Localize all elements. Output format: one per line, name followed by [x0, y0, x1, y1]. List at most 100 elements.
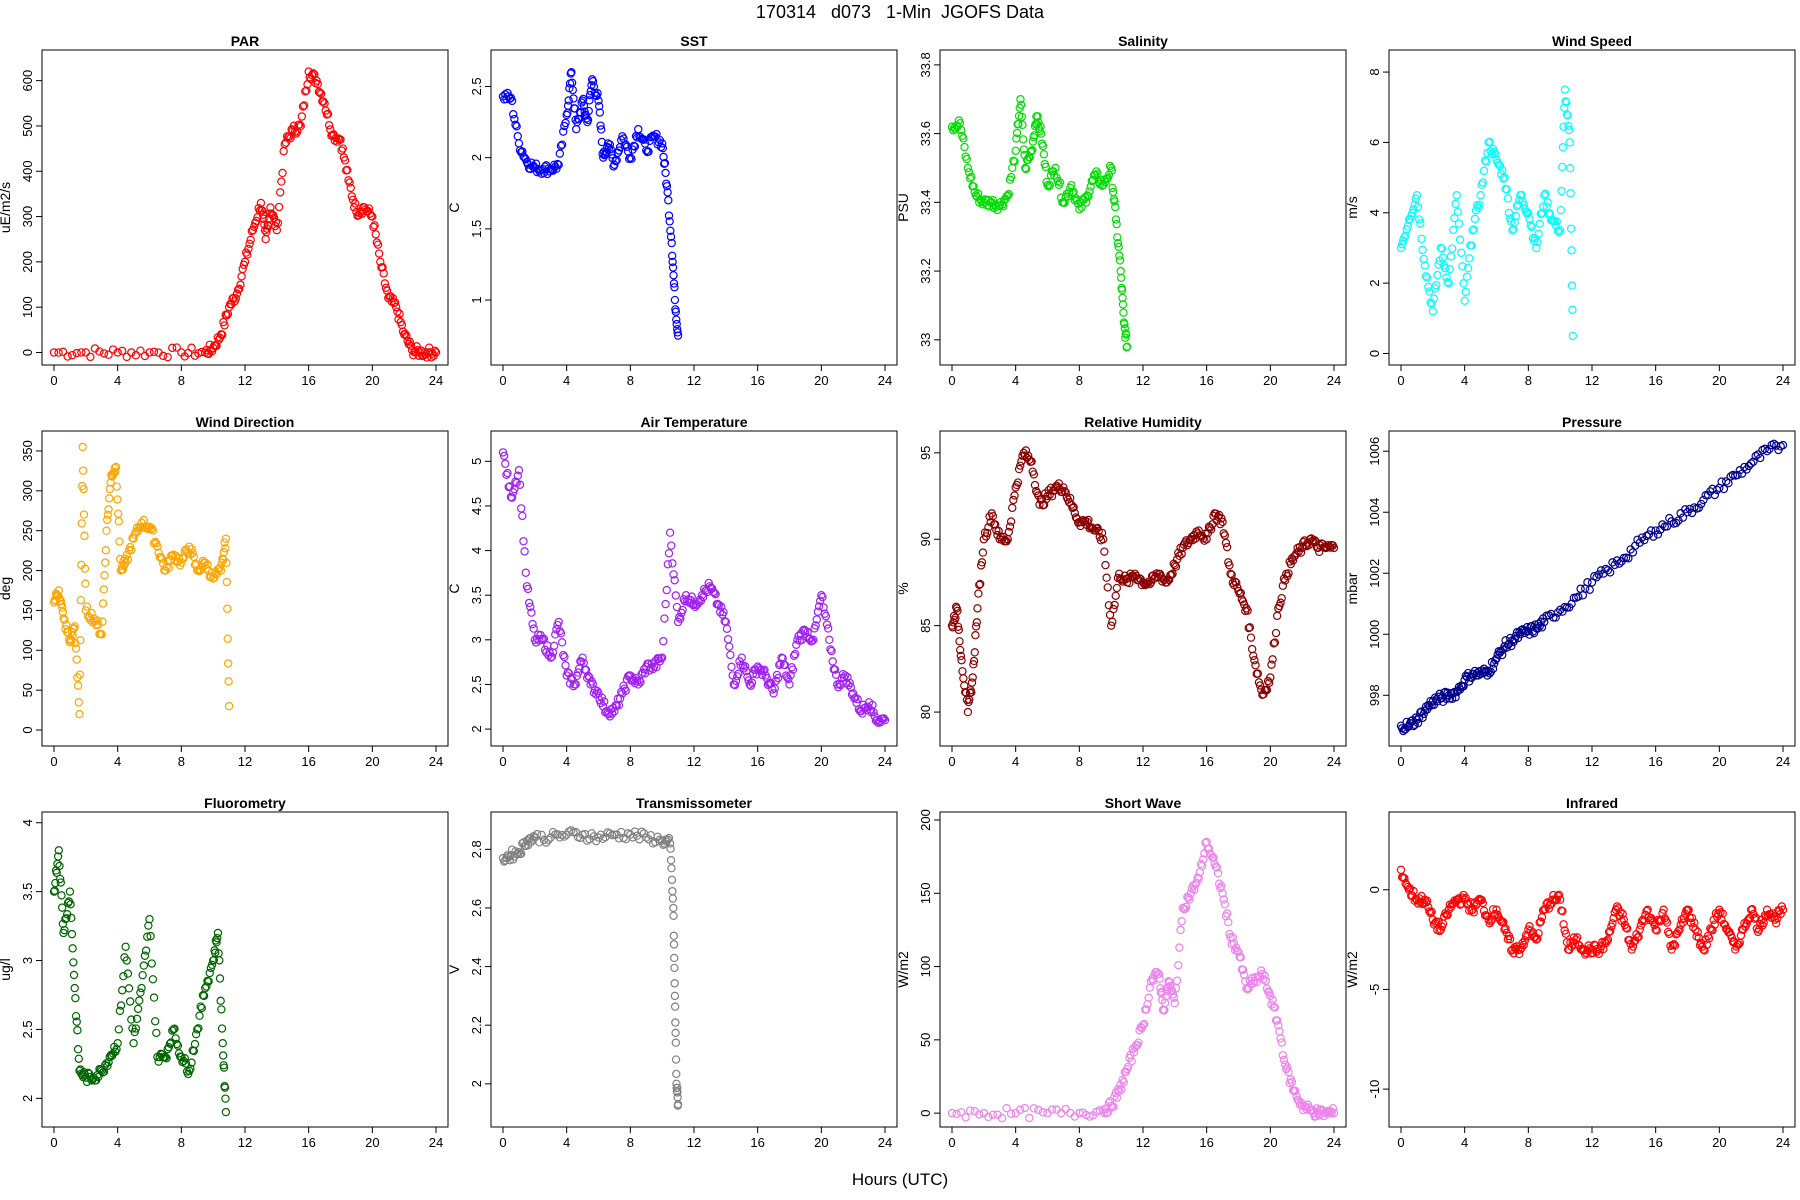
data-point [277, 177, 286, 186]
data-point [658, 143, 668, 153]
data-point [788, 665, 798, 674]
data-point [219, 1063, 229, 1072]
data-point [1041, 162, 1050, 172]
data-point [180, 1054, 189, 1063]
data-point [1047, 492, 1057, 501]
data-point [218, 1039, 227, 1048]
data-point [1142, 1005, 1151, 1014]
data-point [1503, 194, 1513, 203]
data-point [297, 112, 307, 121]
data-point [138, 970, 147, 980]
x-tick-label: 24 [1776, 373, 1790, 388]
data-point [1414, 215, 1424, 224]
y-tick-label: 0 [20, 349, 35, 356]
y-tick-label: 150 [20, 600, 35, 622]
data-point [1315, 547, 1324, 557]
data-point [113, 1039, 122, 1048]
data-point [1016, 1105, 1025, 1114]
data-point [83, 1068, 93, 1078]
data-point [171, 1034, 180, 1043]
data-point [1182, 902, 1191, 911]
panel-title-salinity: Salinity [1118, 33, 1168, 49]
data-point [967, 688, 976, 697]
data-point [112, 482, 121, 491]
data-point [55, 861, 64, 871]
data-point [1122, 342, 1132, 351]
x-tick-label: 0 [948, 373, 955, 388]
data-point [811, 621, 820, 630]
x-tick-label: 12 [687, 373, 701, 388]
data-point [1269, 639, 1278, 648]
data-point [189, 552, 199, 562]
data-point [103, 510, 113, 520]
data-point [1562, 110, 1572, 119]
data-point [71, 644, 81, 653]
data-point [1080, 193, 1090, 202]
data-point [172, 1039, 181, 1049]
data-point [1437, 244, 1447, 253]
data-point [145, 348, 154, 357]
data-point [1145, 983, 1155, 992]
panel-title-par: PAR [231, 33, 260, 49]
data-point [1442, 273, 1451, 282]
data-point [1028, 145, 1037, 155]
data-point [993, 205, 1002, 215]
data-point [1744, 461, 1754, 471]
data-point [349, 203, 359, 212]
data-point [95, 347, 104, 356]
data-point [1616, 908, 1625, 917]
data-point [1117, 285, 1127, 295]
data-point [662, 585, 671, 595]
data-point [621, 686, 630, 695]
data-point [1436, 243, 1445, 253]
data-point [1734, 940, 1743, 949]
data-point [125, 997, 135, 1006]
y-tick-label: 2 [20, 1095, 35, 1102]
data-point [1563, 111, 1572, 120]
data-point [554, 160, 563, 169]
data-point [636, 677, 645, 687]
data-point [1684, 905, 1693, 915]
plot-frame-infrared [1388, 811, 1796, 1128]
data-point [745, 680, 754, 689]
data-point [220, 1083, 230, 1092]
data-point [1467, 906, 1476, 915]
data-point [223, 659, 233, 668]
data-point [1507, 217, 1516, 226]
data-point [1651, 925, 1660, 934]
data-point [1771, 919, 1781, 928]
data-point [351, 199, 360, 208]
data-point [373, 240, 383, 249]
data-point [1277, 1038, 1286, 1047]
data-point [1437, 693, 1447, 703]
x-tick-label: 16 [750, 754, 764, 769]
data-point [971, 630, 980, 640]
data-point [1174, 960, 1183, 970]
data-point [221, 1107, 231, 1117]
data-point [1033, 112, 1042, 121]
plot-frame-sst [490, 49, 898, 366]
data-point [1411, 194, 1420, 204]
data-point [1006, 517, 1016, 526]
x-tick-label: 0 [1397, 754, 1404, 769]
data-point [722, 624, 732, 633]
data-point [560, 832, 569, 841]
data-point [1218, 889, 1227, 898]
data-point [1287, 1077, 1297, 1087]
y-tick-label: 95 [918, 446, 933, 460]
data-point [65, 887, 75, 896]
data-point [670, 576, 679, 585]
data-point [1676, 920, 1685, 930]
data-point [58, 607, 68, 617]
data-point [1756, 919, 1765, 929]
data-point [1002, 1104, 1011, 1113]
data-point [1194, 874, 1203, 883]
data-point [54, 586, 63, 595]
data-point [158, 351, 168, 361]
data-point [1249, 651, 1258, 661]
data-point [1068, 503, 1077, 513]
data-point [368, 212, 377, 221]
x-tick-label: 20 [365, 754, 379, 769]
data-point [66, 900, 75, 909]
data-point [374, 249, 384, 258]
